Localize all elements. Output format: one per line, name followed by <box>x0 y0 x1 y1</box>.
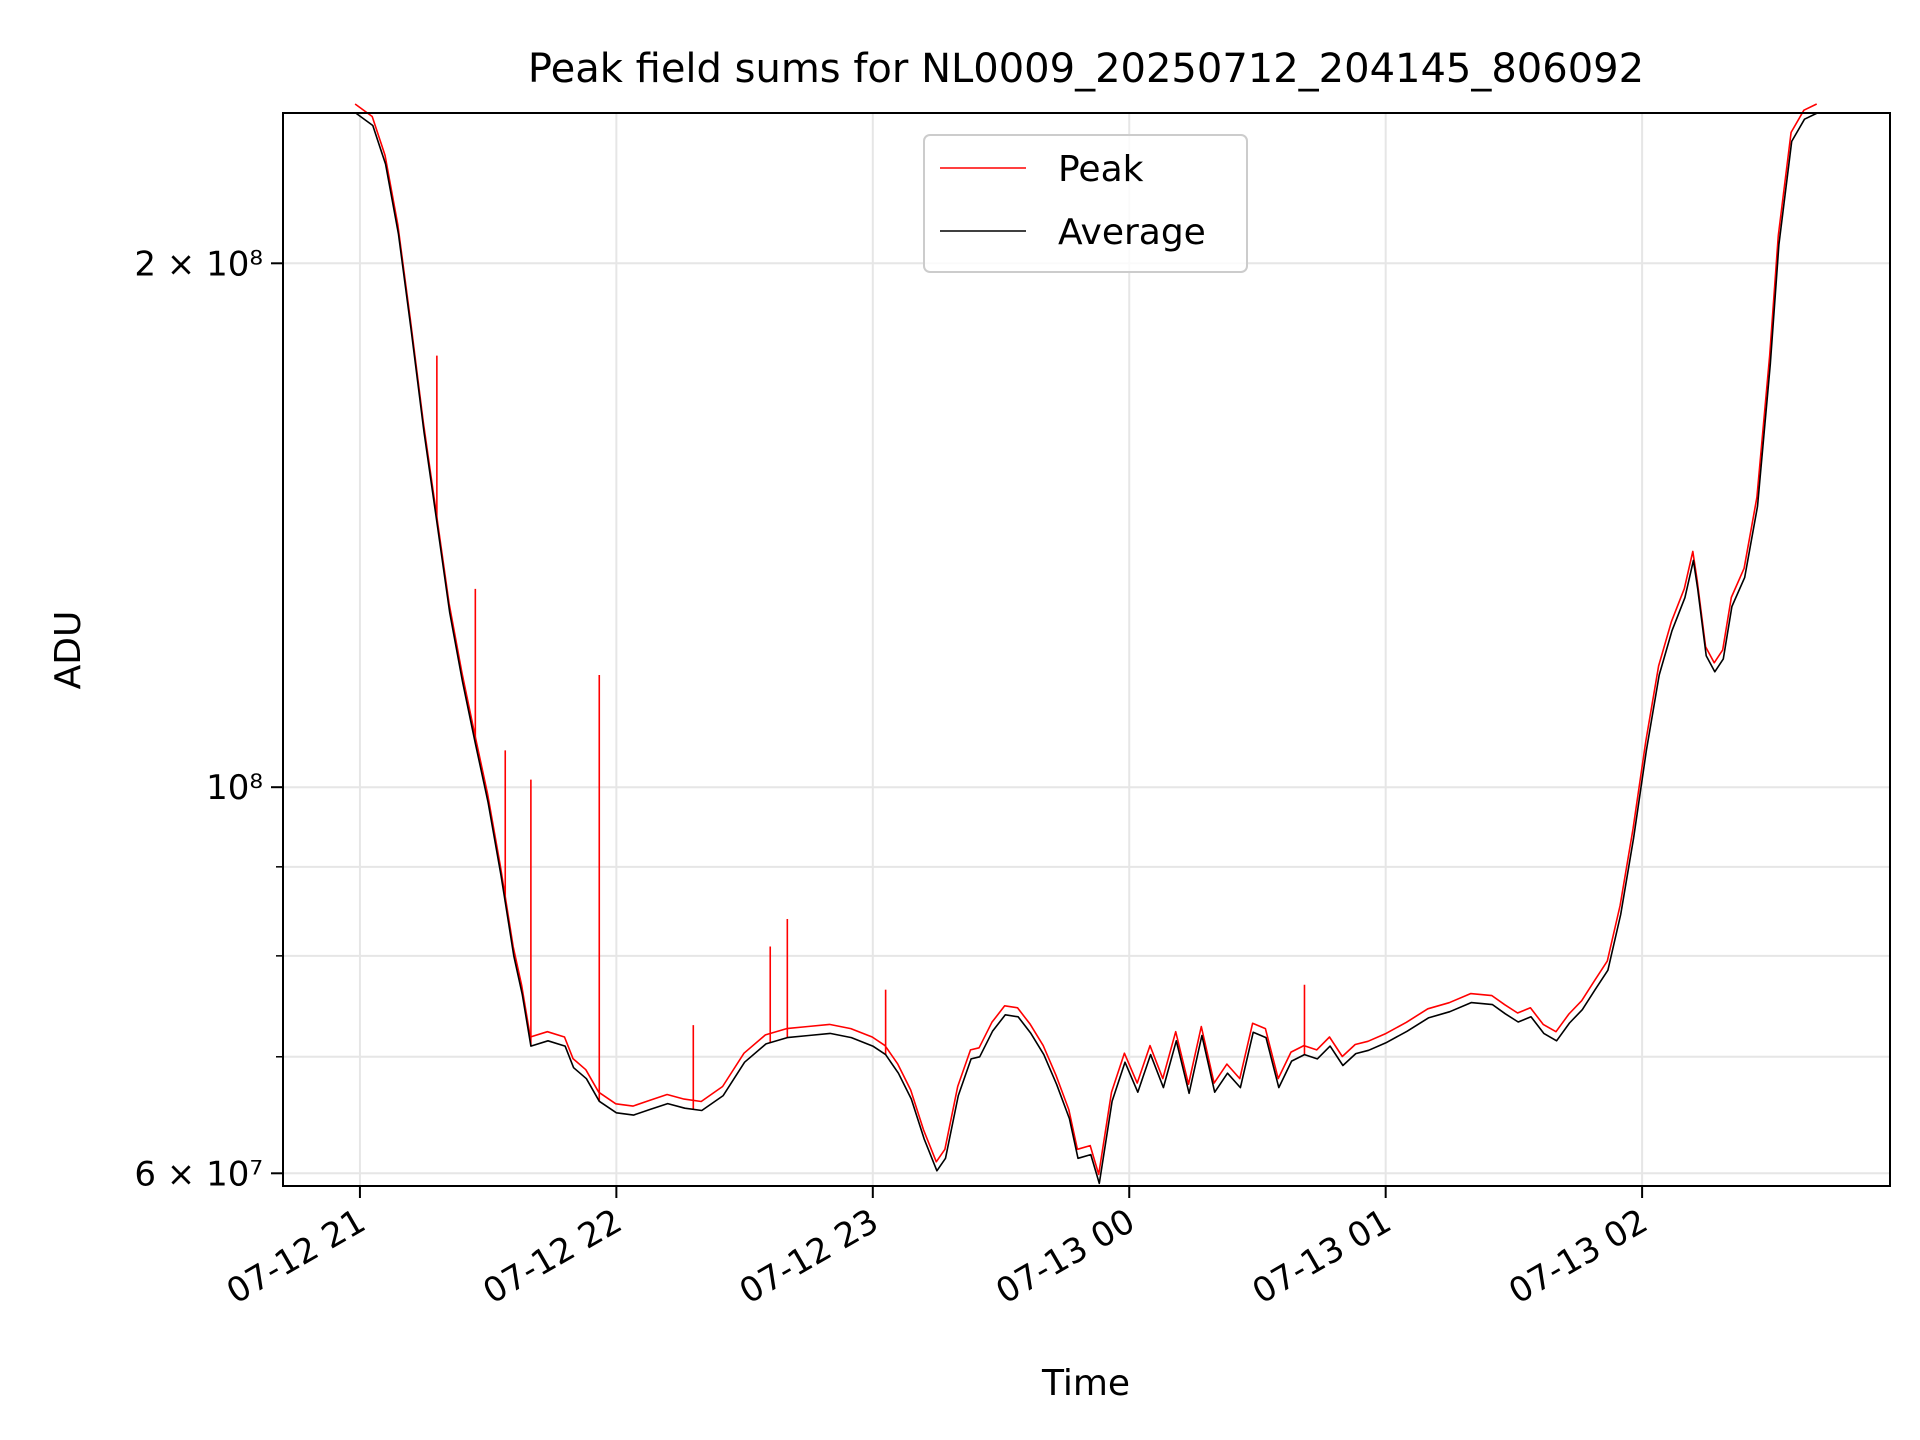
x-axis-ticks: 07-12 21 07-12 22 07-12 23 07-13 00 07-13 01… <box>220 1186 1655 1312</box>
x-tick-label-1: 07-12 22 <box>476 1201 628 1312</box>
chart-title: Peak field sums for NL0009_20250712_2041… <box>528 46 1644 92</box>
y-tick-label-0: 6 × 10⁷ <box>134 1154 263 1194</box>
x-tick-label-3: 07-13 00 <box>989 1201 1141 1312</box>
average-line <box>355 112 1818 1185</box>
x-tick-label-5: 07-13 02 <box>1502 1201 1654 1312</box>
x-tick-label-0: 07-12 21 <box>220 1201 372 1312</box>
y-axis-ticks: 6 × 10⁷ 10⁸ 2 × 10⁸ <box>134 244 283 1194</box>
legend: Peak Average <box>923 134 1248 273</box>
y-axis-label: ADU <box>48 611 89 690</box>
series-average <box>355 112 1818 1185</box>
legend-average-label: Average <box>1058 212 1206 253</box>
x-tick-label-2: 07-12 23 <box>733 1201 885 1312</box>
plot-frame <box>282 112 1891 1187</box>
legend-peak-label: Peak <box>1058 149 1144 190</box>
series-peak <box>354 103 1818 1176</box>
legend-box <box>923 134 1248 273</box>
x-tick-label-4: 07-13 01 <box>1246 1201 1398 1312</box>
y-tick-label-2: 2 × 10⁸ <box>134 244 263 284</box>
y-tick-label-1: 10⁸ <box>206 768 263 808</box>
peak-line <box>354 103 1818 1176</box>
grid <box>283 113 1890 1186</box>
x-axis-label: Time <box>1041 1363 1130 1404</box>
